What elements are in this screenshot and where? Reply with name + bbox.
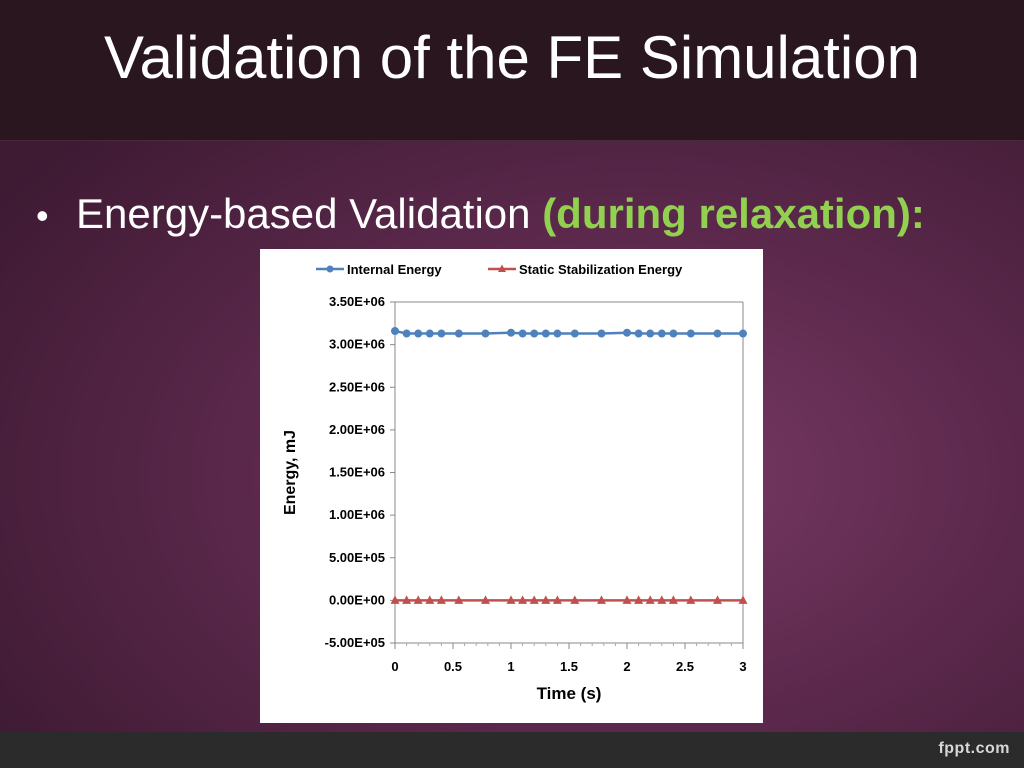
series-line-internal-energy (394, 329, 743, 335)
data-point-internal-energy (713, 329, 722, 338)
data-point-static-stabilization (596, 595, 606, 604)
legend-marker-internal-energy (326, 265, 334, 273)
y-tick-label: 2.50E+06 (329, 379, 385, 394)
data-point-static-stabilization (645, 595, 655, 604)
x-tick-label: 1 (507, 659, 514, 674)
data-point-internal-energy (437, 329, 446, 338)
data-point-internal-energy (402, 329, 411, 338)
data-point-static-stabilization (541, 595, 551, 604)
data-point-internal-energy (454, 329, 463, 338)
data-point-static-stabilization (390, 595, 400, 604)
data-point-static-stabilization (657, 595, 667, 604)
y-tick-label: 5.00E+05 (329, 550, 385, 565)
footer-bar: fppt.com (0, 732, 1024, 768)
data-point-static-stabilization (529, 595, 539, 604)
x-tick-label: 2.5 (676, 659, 694, 674)
data-point-static-stabilization (518, 595, 528, 604)
data-point-internal-energy (414, 329, 423, 338)
y-tick-label: 3.00E+06 (329, 337, 385, 352)
data-point-static-stabilization (552, 595, 562, 604)
x-tick-label: 1.5 (560, 659, 578, 674)
data-point-static-stabilization (622, 595, 632, 604)
x-tick-label: 3 (739, 659, 746, 674)
data-point-internal-energy (646, 329, 655, 338)
data-point-internal-energy (507, 328, 515, 337)
data-point-internal-energy (530, 329, 539, 338)
y-tick-label: -5.00E+05 (325, 635, 385, 650)
data-point-internal-energy (391, 326, 399, 335)
data-point-internal-energy (634, 329, 643, 338)
data-point-static-stabilization (454, 595, 464, 604)
data-point-internal-energy (541, 329, 550, 338)
data-point-static-stabilization (425, 595, 435, 604)
y-tick-label: 3.50E+06 (329, 294, 385, 309)
data-point-internal-energy (553, 329, 562, 338)
data-point-internal-energy (739, 329, 747, 338)
fppt-logo: fppt.com (938, 740, 1010, 757)
data-point-static-stabilization (480, 595, 490, 604)
data-point-internal-energy (623, 328, 631, 337)
y-tick-label: 2.00E+06 (329, 422, 385, 437)
data-point-internal-energy (657, 329, 666, 338)
legend-label-static-stabilization: Static Stabilization Energy (519, 262, 683, 277)
slide-title: Validation of the FE Simulation (103, 24, 920, 91)
data-point-static-stabilization (506, 595, 516, 604)
data-point-static-stabilization (634, 595, 644, 604)
data-point-internal-energy (425, 329, 434, 338)
bullet-symbol: • (36, 195, 49, 236)
legend-marker-static-stabilization (498, 264, 506, 272)
data-point-static-stabilization (402, 595, 412, 604)
bullet-emphasis: (during relaxation): (542, 190, 925, 237)
energy-chart-svg: 3.50E+06 3.00E+06 2.50E+06 2.00E+06 1.50E+06… (282, 262, 748, 703)
data-point-internal-energy (481, 329, 490, 338)
data-point-internal-energy (686, 329, 695, 338)
data-point-static-stabilization (686, 595, 696, 604)
bullet-text: Energy-based Validation (76, 190, 543, 237)
title-bar: Validation of the FE Simulation (0, 0, 1024, 141)
data-point-static-stabilization (570, 595, 580, 604)
legend-label-internal-energy: Internal Energy (347, 262, 442, 277)
data-point-static-stabilization (712, 595, 722, 604)
data-point-internal-energy (570, 329, 579, 338)
y-tick-label: 1.50E+06 (329, 465, 385, 480)
x-tick-label: 0 (391, 659, 398, 674)
data-point-internal-energy (597, 329, 606, 338)
x-tick-label: 2 (623, 659, 630, 674)
y-tick-label: 0.00E+00 (329, 592, 385, 607)
bullet-item: • Energy-based Validation (during relaxat… (36, 186, 925, 244)
data-point-static-stabilization (436, 595, 446, 604)
data-point-static-stabilization (668, 595, 678, 604)
data-point-static-stabilization (738, 595, 748, 604)
data-point-static-stabilization (413, 595, 423, 604)
y-axis-title: Energy, mJ (282, 430, 299, 515)
energy-chart: 3.50E+06 3.00E+06 2.50E+06 2.00E+06 1.50E+06… (260, 249, 763, 723)
y-tick-label: 1.00E+06 (329, 507, 385, 522)
data-point-internal-energy (518, 329, 527, 338)
data-point-internal-energy (669, 329, 678, 338)
x-axis-title: Time (s) (537, 684, 602, 703)
x-tick-label: 0.5 (444, 659, 462, 674)
